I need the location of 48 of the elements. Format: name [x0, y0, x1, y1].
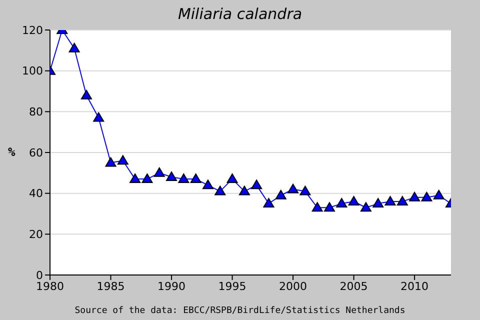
point	[384, 196, 396, 206]
point	[105, 157, 116, 167]
point	[275, 190, 286, 200]
point	[324, 202, 335, 212]
point	[214, 186, 226, 196]
point	[263, 198, 274, 208]
y-tick-label: 40	[29, 187, 43, 200]
point	[238, 186, 250, 196]
point	[142, 174, 153, 184]
point	[178, 174, 190, 184]
y-tick-label: 100	[22, 64, 43, 78]
point	[202, 180, 214, 190]
x-tick-label: 1995	[218, 280, 246, 293]
point	[336, 198, 348, 208]
point	[190, 174, 202, 184]
point	[300, 186, 311, 196]
x-tick-label: 2010	[400, 280, 429, 293]
source-note: Source of the data: EBCC/RSPB/BirdLife/Statistics Netherlands	[74, 306, 406, 316]
y-axis-title: %	[8, 145, 16, 159]
point	[251, 180, 262, 190]
point	[80, 90, 92, 100]
point	[372, 198, 384, 208]
y-tick-label: 80	[29, 106, 43, 119]
point	[360, 202, 372, 212]
x-tick-label: 1985	[96, 280, 125, 293]
point	[396, 196, 408, 206]
point	[433, 190, 444, 200]
point	[348, 196, 360, 206]
point	[130, 174, 141, 184]
x-tick-label: 1990	[158, 280, 186, 293]
x-tick-label: 1980	[36, 280, 64, 293]
point	[68, 42, 80, 52]
point	[288, 184, 299, 194]
x-tick-label: 2005	[340, 280, 368, 293]
point	[421, 192, 432, 202]
y-tick-label: 20	[29, 228, 43, 242]
point	[312, 202, 323, 212]
x-tick-label: 2000	[279, 280, 308, 293]
y-tick-label: 120	[22, 24, 43, 37]
point	[93, 112, 104, 122]
point	[409, 192, 420, 202]
chart-title: Miliaria calandra	[176, 5, 304, 23]
point	[117, 155, 128, 165]
point	[154, 167, 165, 177]
point	[166, 172, 178, 181]
y-tick-label: 60	[29, 146, 43, 160]
y-tick-label: 0	[36, 268, 43, 282]
point	[226, 174, 238, 184]
